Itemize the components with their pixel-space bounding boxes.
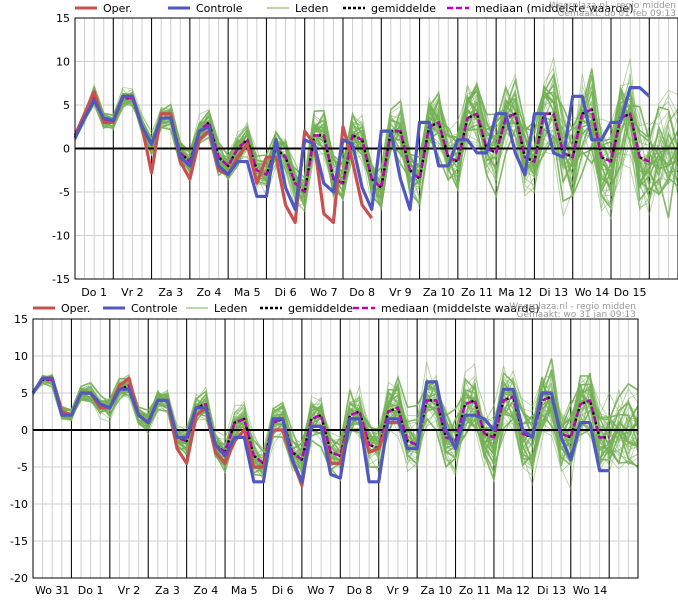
series-controle [73,85,651,211]
x-day-label: Di 6 [275,286,297,299]
x-day-label: Ma 12 [496,584,530,597]
credit-source: Weerplaza.nl - regio midden [549,1,676,11]
y-tick-label: 15 [14,313,28,326]
x-day-label: Za 10 [420,584,452,597]
series-mediaan [32,378,610,465]
x-day-label: Do 8 [347,584,373,597]
chart-1: 15 10 5 0 -5 -10 -15 Do 1 Vr 2 Za 3 Zo 4 Ma 5 Di 6 Wo… [52,1,678,299]
x-day-label: Za 10 [423,286,455,299]
y-tick-label: -15 [52,273,70,286]
legend-gemiddelde-label: gemiddelde [371,2,436,15]
x-day-label: Wo 14 [575,286,609,299]
y-tick-label: -10 [10,498,28,511]
legend-leden-label: Leden [214,302,247,315]
y-tick-label: -10 [52,230,70,243]
y-tick-label: -5 [59,186,70,199]
x-day-label: Ma 5 [234,286,261,299]
x-day-label: Do 1 [78,584,104,597]
x-day-label: Ma 5 [231,584,258,597]
y-tick-label: 5 [63,99,70,112]
x-day-label: Za 3 [155,584,180,597]
credit-timestamp: Gemaakt: wo 31 jan 09:13 [516,310,636,320]
legend-mediaan-label: mediaan (middelste waarde) [381,302,539,315]
series-controle [31,376,610,484]
x-day-label: Vr 9 [387,584,410,597]
legend-leden-label: Leden [295,2,328,15]
member-line [74,90,678,206]
y-tick-label: -5 [17,461,28,474]
y-tick-label: 0 [63,143,70,156]
chart-2: 15 10 5 0 -5 -10 -15 -20 Wo 31 Do 1 Vr 2 Za 3 Zo 4 Ma… [10,302,639,597]
x-day-label: Zo 4 [193,584,218,597]
legend-oper-label: Oper. [61,302,90,315]
x-day-label: Do 15 [614,286,647,299]
legend-controle-label: Controle [196,2,243,15]
legend-mediaan-label: mediaan (middelste waarde) [475,2,633,15]
x-day-label: Wo 7 [307,584,334,597]
credit-timestamp: Gemaakt: do 01 feb 09:13 [557,9,676,19]
x-day-label: Zo 4 [197,286,222,299]
x-day-label: Wo 14 [573,584,607,597]
x-day-label: Di 13 [537,584,566,597]
legend-oper-label: Oper. [103,2,132,15]
y-tick-label: 10 [56,56,70,69]
x-day-label: Zo 11 [461,286,493,299]
y-tick-label: 15 [56,12,70,25]
credit-source: Weerplaza.nl - regio midden [509,302,636,312]
member-line [74,85,678,209]
x-day-label: Wo 31 [35,584,69,597]
y-tick-label: -15 [10,535,28,548]
x-day-label: Zo 11 [459,584,491,597]
x-day-label: Vr 2 [118,584,141,597]
y-tick-label: -20 [10,572,28,585]
x-day-label: Vr 2 [121,286,144,299]
plot-frame [74,17,678,280]
plot-frame [32,318,639,579]
x-day-label: Ma 12 [498,286,532,299]
x-day-label: Za 3 [158,286,183,299]
legend-gemiddelde-label: gemiddelde [288,302,353,315]
x-day-label: Di 6 [272,584,294,597]
x-day-label: Do 1 [81,286,107,299]
y-tick-label: 0 [21,424,28,437]
x-day-label: Vr 9 [389,286,412,299]
y-tick-label: 5 [21,387,28,400]
x-day-label: Do 8 [349,286,375,299]
y-tick-label: 10 [14,350,28,363]
legend-controle-label: Controle [131,302,178,315]
x-day-label: Di 13 [539,286,568,299]
x-day-label: Wo 7 [310,286,337,299]
